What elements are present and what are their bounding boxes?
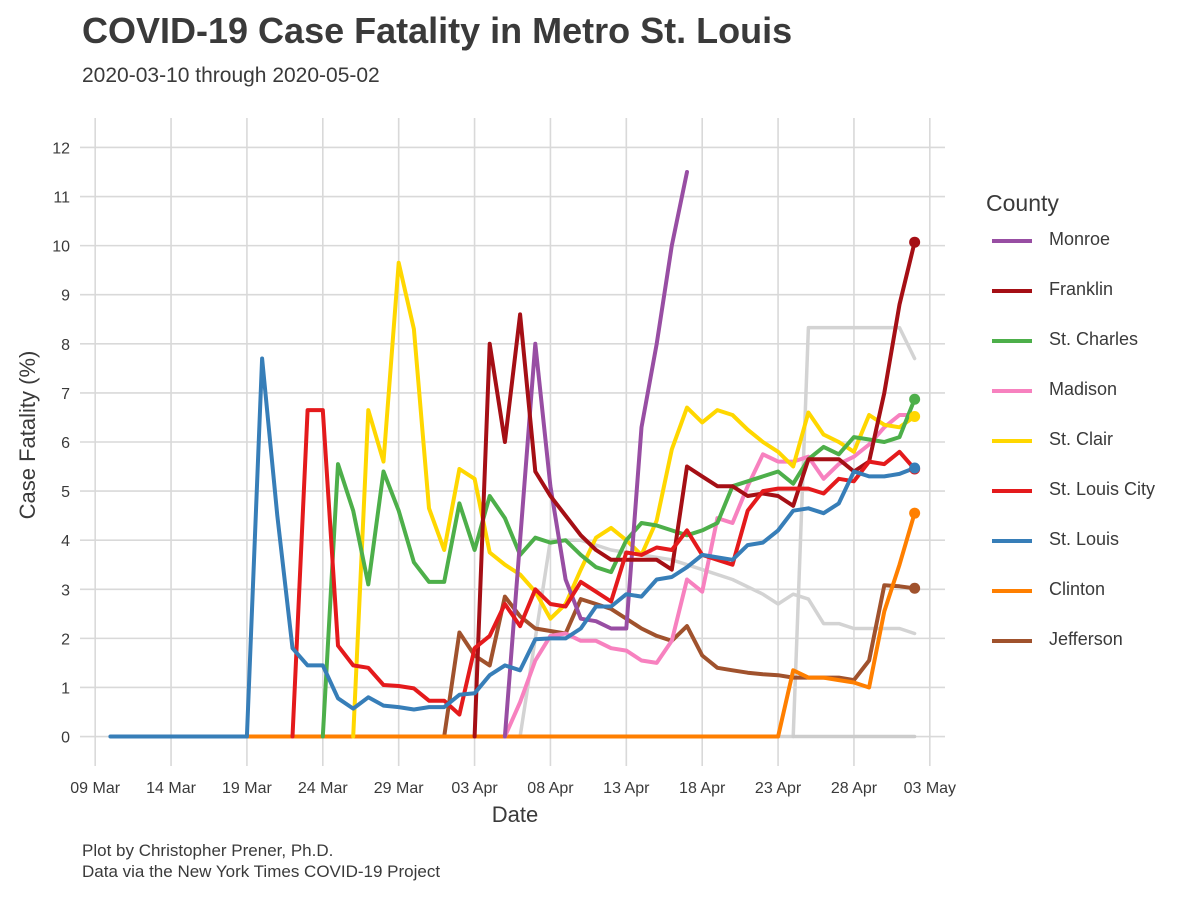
legend-label: Madison <box>1049 379 1118 399</box>
end-point-st-clair <box>909 410 921 422</box>
y-tick-label: 1 <box>61 680 70 697</box>
series-line-jefferson <box>320 583 917 739</box>
end-point-franklin <box>909 236 921 248</box>
x-tick-label: 18 Apr <box>679 780 726 797</box>
legend-item-franklin: Franklin <box>986 279 1186 335</box>
legend-title: County <box>986 190 1059 216</box>
y-axis-title: Case Fatality (%) <box>15 351 40 520</box>
series-line-monroe <box>502 170 689 739</box>
x-tick-label: 23 Apr <box>755 780 802 797</box>
legend-item-st-louis: St. Louis <box>986 529 1186 585</box>
legend-swatch <box>992 489 1032 493</box>
caption: Plot by Christopher Prener, Ph.D. Data v… <box>82 840 440 882</box>
x-tick-label: 09 Mar <box>70 780 120 797</box>
series-line-clinton <box>184 511 917 739</box>
legend: County Monroe Franklin St. Charles Madison S… <box>986 190 1186 685</box>
series-lines <box>108 170 917 739</box>
end-point-st-louis <box>909 462 921 474</box>
background-series-line <box>776 325 917 739</box>
legend-item-madison: Madison <box>986 379 1186 435</box>
y-tick-label: 12 <box>52 140 70 157</box>
background-series <box>518 325 917 739</box>
legend-label: St. Charles <box>1049 329 1139 349</box>
x-axis-title: Date <box>492 802 538 827</box>
legend-item-st-louis-city: St. Louis City <box>986 479 1186 535</box>
series-end-points <box>909 236 921 594</box>
x-tick-label: 13 Apr <box>603 780 650 797</box>
y-tick-label: 5 <box>61 484 70 501</box>
x-tick-label: 14 Mar <box>146 780 196 797</box>
legend-swatch <box>992 589 1032 593</box>
y-tick-label: 7 <box>61 386 70 403</box>
x-tick-label: 29 Mar <box>374 780 424 797</box>
legend-swatch <box>992 439 1032 443</box>
series-line-st-charles <box>320 397 917 739</box>
series-line-st-louis-city <box>290 408 917 739</box>
end-point-st-charles <box>909 393 921 405</box>
legend-item-clinton: Clinton <box>986 579 1186 635</box>
y-tick-label: 3 <box>61 582 70 599</box>
series-line-franklin <box>472 240 917 739</box>
chart-subtitle: 2020-03-10 through 2020-05-02 <box>82 64 380 87</box>
legend-swatch <box>992 339 1032 343</box>
x-tick-label: 08 Apr <box>527 780 574 797</box>
x-tick-labels: 09 Mar 14 Mar 19 Mar 24 Mar 29 Mar 03 Apr 08 A… <box>70 780 956 797</box>
y-tick-label: 0 <box>61 730 70 747</box>
series-line-st-louis <box>108 356 917 739</box>
y-tick-label: 2 <box>61 631 70 648</box>
legend-swatch <box>992 239 1032 243</box>
legend-items: Monroe Franklin St. Charles Madison St. Clai… <box>986 229 1186 685</box>
y-tick-label: 8 <box>61 337 70 354</box>
legend-label: St. Louis <box>1049 529 1120 549</box>
legend-swatch <box>992 639 1032 643</box>
end-point-jefferson <box>909 582 921 594</box>
legend-label: Franklin <box>1049 279 1114 299</box>
legend-swatch <box>992 289 1032 293</box>
legend-label: St. Clair <box>1049 429 1114 449</box>
legend-item-jefferson: Jefferson <box>986 629 1186 685</box>
series-line-st-clair <box>351 260 917 739</box>
legend-item-st-charles: St. Charles <box>986 329 1186 385</box>
x-tick-label: 28 Apr <box>831 780 878 797</box>
y-tick-label: 10 <box>52 239 70 256</box>
legend-swatch <box>992 539 1032 543</box>
legend-item-monroe: Monroe <box>986 229 1186 285</box>
y-tick-label: 6 <box>61 435 70 452</box>
caption-author: Plot by Christopher Prener, Ph.D. <box>82 841 334 860</box>
chart-title: COVID-19 Case Fatality in Metro St. Loui… <box>82 10 793 51</box>
legend-label: Jefferson <box>1049 629 1123 649</box>
x-tick-label: 03 May <box>904 780 956 797</box>
x-tick-label: 19 Mar <box>222 780 272 797</box>
y-tick-label: 9 <box>61 288 70 305</box>
caption-source: Data via the New York Times COVID-19 Pro… <box>82 862 441 881</box>
legend-label: Clinton <box>1049 579 1106 599</box>
x-tick-label: 03 Apr <box>451 780 498 797</box>
y-tick-label: 11 <box>53 190 70 207</box>
legend-item-st-clair: St. Clair <box>986 429 1186 485</box>
legend-label: St. Louis City <box>1049 479 1156 499</box>
end-point-clinton <box>909 507 921 519</box>
legend-label: Monroe <box>1049 229 1111 249</box>
legend-swatch <box>992 389 1032 393</box>
y-tick-label: 4 <box>61 533 70 550</box>
x-tick-label: 24 Mar <box>298 780 348 797</box>
background-series-line <box>518 538 917 739</box>
